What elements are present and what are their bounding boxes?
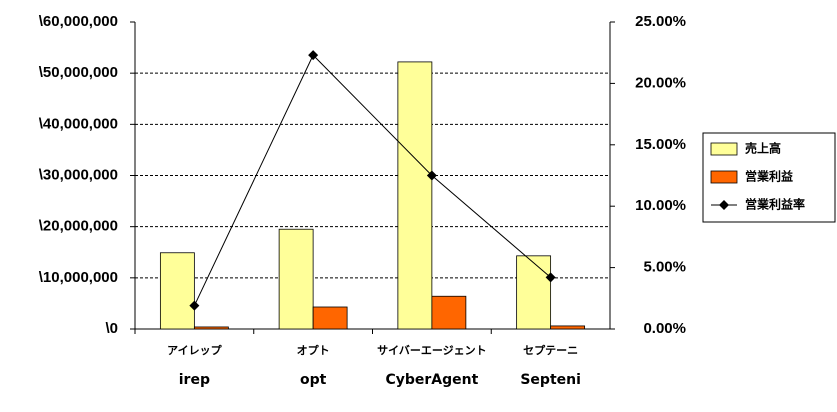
bar [550,325,586,330]
legend-swatch [710,142,738,156]
bar [312,306,348,330]
bar [516,255,552,330]
y-tick-label: \10,000,000 [39,269,118,286]
marker [545,272,556,283]
y2-tick-label: 20.00% [635,74,686,91]
bar [431,295,467,330]
x-tick-label: アイレップ [167,343,222,357]
legend-label: 売上高 [745,141,781,156]
x-tick-label: サイバーエージェント [377,344,487,357]
y-tick-label: \30,000,000 [39,166,118,183]
bar [159,252,195,330]
y-tick-label: \20,000,000 [39,218,118,235]
y2-tick-label: 5.00% [643,259,686,276]
y-tick-label: \0 [105,320,118,337]
y2-tick-label: 10.00% [635,197,686,214]
line [193,54,551,306]
bar [193,326,229,330]
y2-tick-label: 15.00% [635,136,686,153]
marker [308,50,319,61]
logo: irep [179,372,210,388]
y2-tick-label: 25.00% [635,13,686,30]
y2-tick-label: 0.00% [643,320,686,337]
legend-label: 営業利益率 [745,197,805,212]
x-tick-label: オプト [297,343,330,357]
logo: opt [300,372,327,388]
logo: Septeni [520,372,581,388]
marker [426,170,437,181]
bar [397,61,433,330]
y-tick-label: \40,000,000 [39,115,118,132]
legend-swatch [710,170,738,184]
x-tick-label: セプテーニ [523,343,578,357]
legend-label: 営業利益 [745,169,793,184]
y-tick-label: \50,000,000 [39,64,118,81]
legend-marker [719,200,729,210]
bar [278,228,314,330]
y-tick-label: \60,000,000 [39,13,118,30]
logo: CyberAgent [385,372,478,388]
marker [189,300,200,311]
